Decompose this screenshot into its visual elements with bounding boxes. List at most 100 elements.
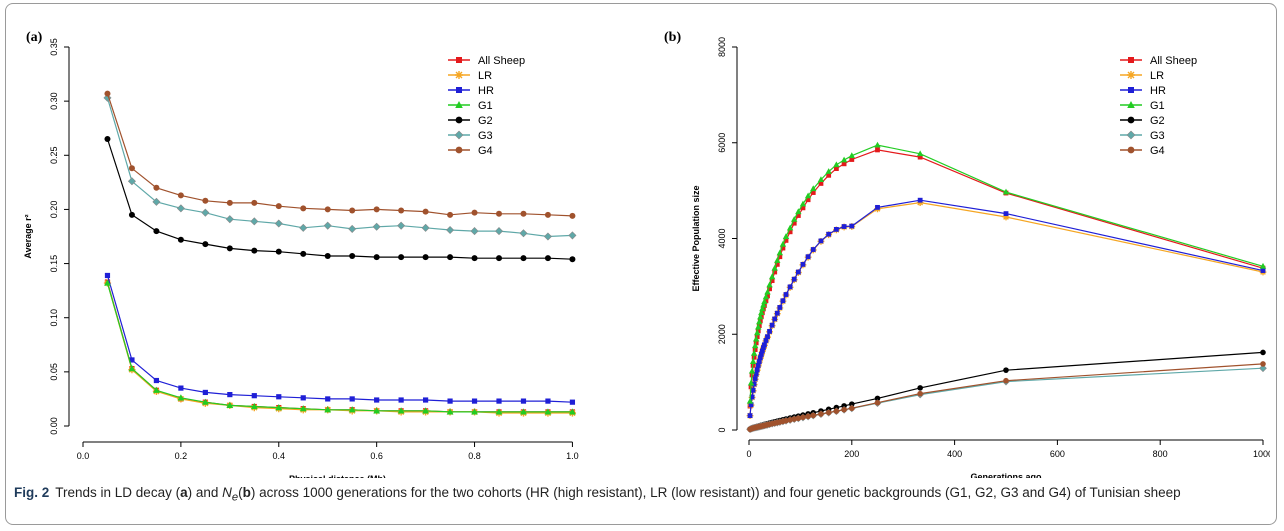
chart-b-data-point: [764, 288, 771, 295]
chart-a-data-point: [299, 223, 308, 232]
chart-b-series-line: [749, 351, 1264, 430]
chart-b-data-point: [874, 395, 881, 402]
chart-a-data-point: [129, 357, 135, 363]
caption-panel-a: a: [180, 485, 188, 500]
chart-a-series-line: [106, 97, 573, 238]
chart-a-data-point: [349, 207, 356, 214]
chart-a-data-point: [398, 207, 405, 214]
chart-a-x-tick-label: 0.4: [273, 451, 286, 461]
chart-b-data-point: [810, 190, 816, 195]
chart-a-legend-marker: [455, 71, 463, 79]
chart-b-series-1: [746, 199, 1267, 420]
chart-b-data-point: [780, 245, 786, 251]
chart-a-data-point: [299, 405, 307, 412]
chart-a-data-point: [104, 279, 111, 286]
chart-a-data-point: [569, 212, 576, 219]
chart-b-x-tick-label: 600: [1050, 449, 1065, 459]
chart-a-data-point: [568, 231, 577, 240]
chart-b-data-point: [874, 399, 881, 406]
chart-a-data-point: [569, 408, 576, 415]
chart-a-data-point: [470, 227, 479, 236]
chart-a-legend-label: G3: [478, 130, 493, 142]
chart-b-data-point: [800, 205, 806, 211]
chart-b-data-point: [795, 269, 801, 275]
chart-a-data-point: [323, 221, 332, 230]
chart-b-data-point: [795, 213, 801, 218]
chart-b-legend-label: LR: [1150, 70, 1164, 82]
chart-a-legend-label: All Sheep: [478, 55, 525, 67]
chart-b-data-point: [1259, 262, 1267, 269]
chart-a-data-point: [348, 406, 356, 413]
chart-b-legend-marker: [1127, 71, 1135, 79]
chart-b-data-point: [818, 411, 824, 417]
chart-a-data-point: [177, 236, 184, 243]
chart-a-data-point: [153, 228, 160, 235]
chart-a-series-2: [104, 272, 576, 405]
chart-a-x-tick-label: 0.6: [370, 451, 383, 461]
chart-b-legend-label: G3: [1150, 130, 1165, 142]
chart-b-data-point: [800, 414, 806, 421]
chart-a-data-point: [422, 208, 429, 215]
chart-a-legend-label: LR: [478, 70, 492, 82]
chart-b-data-point: [787, 284, 793, 290]
chart-b-y-axis-title: Effective Population size: [691, 185, 701, 291]
chart-a-legend-marker: [455, 101, 463, 108]
chart-b-data-point: [752, 376, 758, 382]
chart-a-data-point: [471, 209, 478, 216]
chart-b-legend: All Sheep LR HR G1 G2 G3 G4: [1120, 55, 1197, 157]
chart-b-legend-marker: [1127, 101, 1135, 108]
chart-b-data-point: [1260, 361, 1266, 367]
chart-b-legend-label: HR: [1150, 85, 1166, 97]
chart-b-legend-marker: [1128, 87, 1134, 93]
chart-a-data-point: [496, 210, 503, 217]
chart-a-data-point: [226, 401, 234, 409]
chart-b-data-point: [1003, 377, 1009, 384]
chart-b-data-point: [749, 358, 757, 364]
chart-b-data-point: [755, 362, 761, 368]
chart-a-y-tick-label: 0.25: [49, 147, 59, 165]
chart-a-data-point: [177, 192, 184, 199]
chart-b-legend-marker: [1126, 130, 1136, 140]
chart-a-data-point: [496, 255, 503, 262]
chart-b-data-point: [750, 350, 758, 356]
chart-a-legend-label: G1: [478, 100, 493, 112]
chart-b-series-line: [749, 367, 1264, 430]
chart-a-series-line: [106, 275, 573, 403]
chart-a-series-5: [103, 93, 577, 241]
chart-a-series-line: [106, 93, 573, 217]
chart-b-data-point: [759, 305, 766, 312]
chart-b-x-tick-label: 800: [1153, 449, 1168, 459]
chart-b-data-point: [748, 367, 756, 374]
chart-b-data-point: [774, 261, 780, 267]
chart-b-data-point: [756, 359, 762, 364]
chart-b-data-point: [747, 413, 753, 419]
chart-b-data-point: [772, 269, 778, 275]
chart-b-data-point: [917, 385, 923, 391]
chart-b-data-point: [748, 402, 754, 408]
chart-b-legend-label: All Sheep: [1150, 55, 1197, 67]
chart-b-data-point: [840, 156, 848, 163]
chart-a-data-point: [251, 247, 258, 254]
chart-a-y-axis-title: Average r²: [23, 214, 33, 258]
chart-b-data-point: [826, 231, 832, 237]
chart-a-data-point: [544, 211, 551, 218]
chart-b-series-line: [749, 363, 1264, 430]
caption-ne-subscript: e: [231, 491, 239, 504]
chart-b-data-point: [780, 298, 786, 304]
chart-a-data-point: [569, 399, 576, 405]
chart-a-data-point: [128, 165, 135, 172]
chart-a-data-point: [153, 377, 160, 384]
caption-text-3: (: [238, 485, 243, 500]
chart-a-data-point: [398, 397, 404, 403]
chart-b-data-point: [761, 298, 768, 305]
figure-caption: Fig. 2 Trends in LD decay (a) and Ne(b) a…: [14, 483, 1264, 508]
chart-b-data-point: [774, 310, 780, 316]
chart-a-data-point: [104, 90, 111, 97]
chart-a-data-point: [178, 385, 184, 391]
chart-a-series-line: [106, 281, 573, 413]
chart-b-series-3: [746, 141, 1267, 404]
chart-b-data-point: [769, 278, 775, 284]
chart-a-data-point: [177, 394, 185, 401]
chart-b-data-point: [800, 261, 806, 267]
chart-a-data-point: [226, 199, 233, 206]
